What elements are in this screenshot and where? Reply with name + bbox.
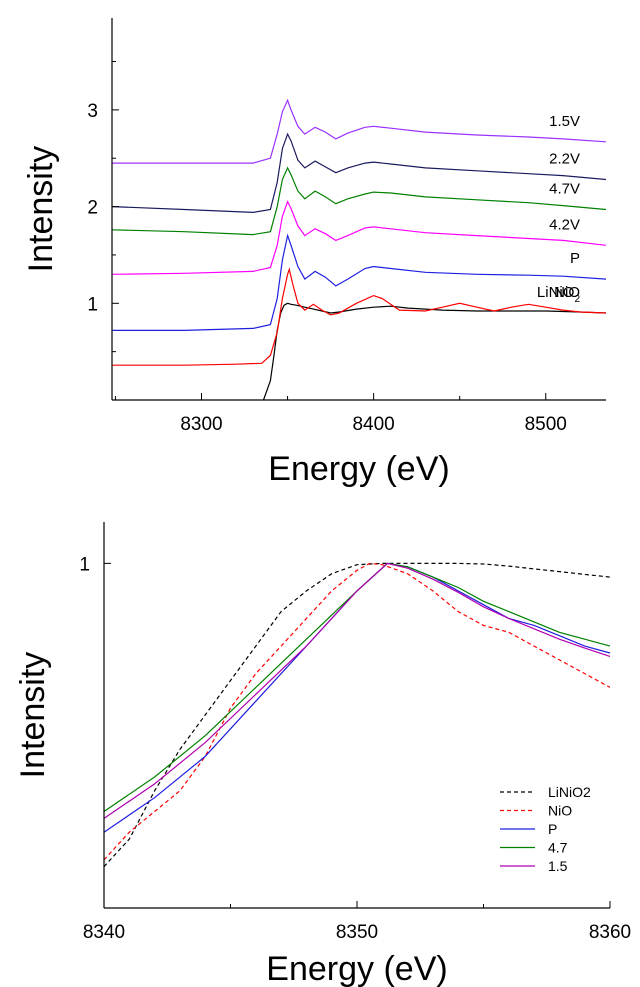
legend-label-4-7: 4.7 <box>548 840 568 856</box>
series-line-1-5 <box>103 562 611 819</box>
series-line-4-7 <box>103 562 611 812</box>
series-line-linio <box>262 302 607 401</box>
series-line-4-2v <box>111 200 607 275</box>
series-label-nio: NiO <box>554 284 580 301</box>
y-axis-label: Intensity <box>14 652 52 779</box>
x-tick-label: 8360 <box>589 922 631 943</box>
y-tick-label: 3 <box>87 101 98 122</box>
y-tick-label: 1 <box>79 554 90 575</box>
series-line-p <box>112 233 607 331</box>
series-label-4-2v: 4.2V <box>549 216 580 233</box>
y-tick-label: 2 <box>87 198 98 219</box>
series-label-4-7v: 4.7V <box>549 180 580 197</box>
x-tick-label: 8340 <box>83 922 125 943</box>
chart-top: 1 2 3 8300 8400 8500 Energy (eV) Intensity LiNi… <box>22 18 607 488</box>
x-axis-label: Energy (eV) <box>266 950 447 987</box>
chart-bottom: 1 8340 8350 8360 Energy (eV) Intensity LiNiO2… <box>14 522 631 987</box>
series-line-linio2 <box>103 562 611 868</box>
series-label-linio: LiNiO2 <box>537 284 581 305</box>
series-line-nio <box>103 562 611 861</box>
legend-label-nio: NiO <box>548 803 572 819</box>
series-line-1-5v <box>112 98 607 164</box>
y-axis-label: Intensity <box>22 146 60 273</box>
x-tick-label: 8300 <box>180 414 222 435</box>
legend-label-linio2: LiNiO2 <box>548 784 591 800</box>
series-line-4-7v <box>111 166 607 236</box>
series-label-p: P <box>570 250 580 267</box>
y-tick-label: 1 <box>87 294 98 315</box>
x-tick-label: 8500 <box>525 414 567 435</box>
series-line-nio <box>112 267 607 366</box>
series-label-2-2v: 2.2V <box>549 151 580 168</box>
x-tick-label: 8400 <box>352 414 394 435</box>
series-line-p <box>103 562 611 833</box>
series-line-2-2v <box>111 132 607 214</box>
x-tick-label: 8350 <box>336 922 378 943</box>
series-label-1-5v: 1.5V <box>549 113 580 130</box>
legend-label-1-5: 1.5 <box>548 858 568 874</box>
legend-label-p: P <box>548 821 557 837</box>
x-axis-label: Energy (eV) <box>268 450 449 488</box>
